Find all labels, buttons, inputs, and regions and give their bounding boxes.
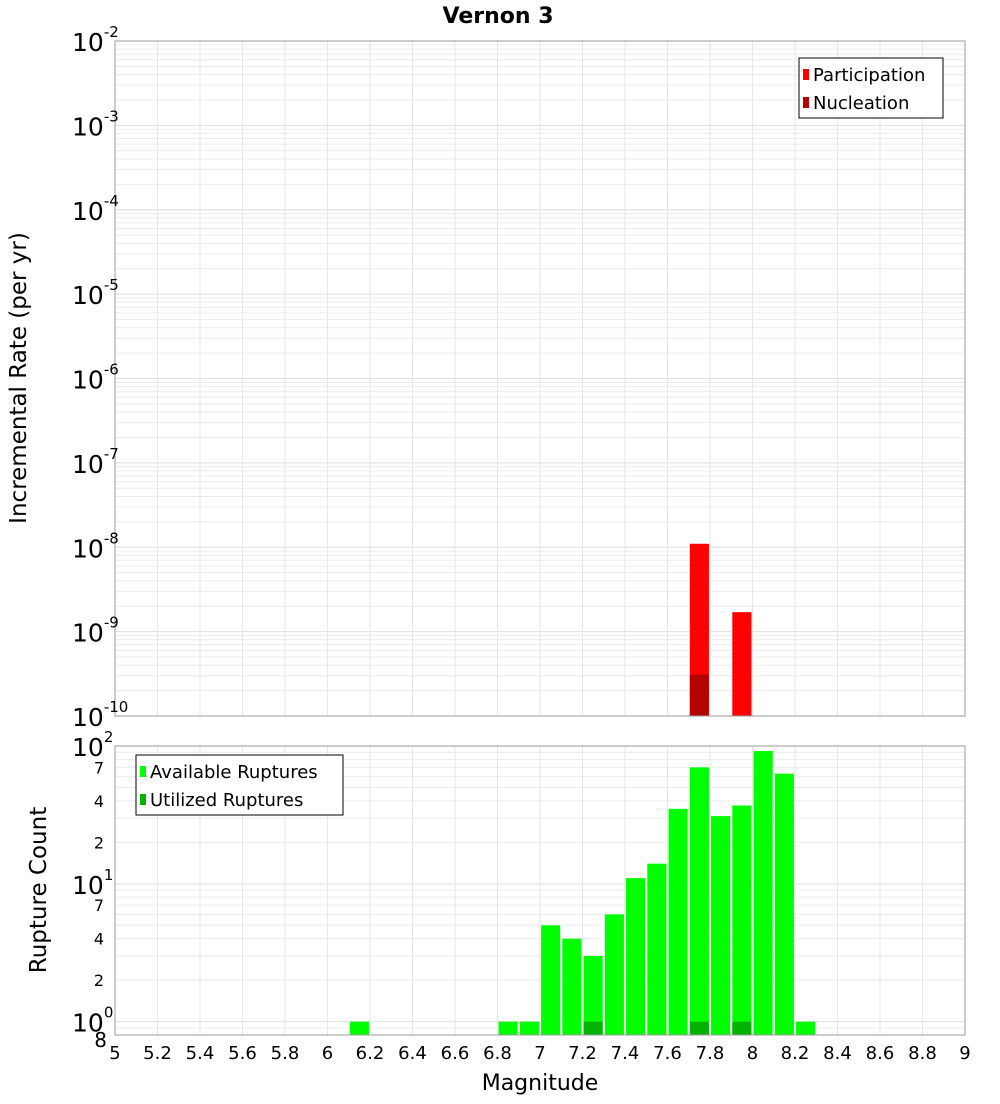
bottom-bar-utilized-ruptures [583, 1021, 603, 1035]
bottom-bar-utilized-ruptures [689, 1021, 709, 1035]
bottom-bar-available-ruptures [647, 863, 667, 1035]
x-tick-label: 5.4 [186, 1043, 215, 1064]
bottom-bar-available-ruptures [562, 938, 582, 1035]
x-tick-label: 7.6 [653, 1043, 682, 1064]
top-plot-area: Participation Nucleation [114, 40, 966, 717]
top-y-tick-label: 10-7 [72, 445, 119, 479]
x-tick-label: 8.8 [908, 1043, 937, 1064]
x-tick-label: 5.8 [271, 1043, 300, 1064]
x-tick-label: 7.4 [611, 1043, 640, 1064]
bottom-bar-available-ruptures [711, 816, 731, 1035]
bottom-bar-available-ruptures [349, 1021, 369, 1035]
bottom-bar-available-ruptures [732, 805, 752, 1035]
top-y-axis-label: Incremental Rate (per yr) [6, 232, 32, 524]
bottom-y-tick-label: 2 [94, 833, 104, 852]
x-tick-label: 6.6 [441, 1043, 470, 1064]
x-tick-label: 8.6 [866, 1043, 895, 1064]
bottom-plot-frame [114, 745, 966, 1036]
chart-title: Vernon 3 [443, 4, 554, 29]
top-y-tick-label: 10-8 [72, 529, 119, 563]
x-axis-label: Magnitude [482, 1071, 599, 1096]
top-y-tick-label: 10-5 [72, 276, 119, 310]
top-plot-frame [114, 40, 966, 717]
x-tick-label: 7.8 [696, 1043, 725, 1064]
bottom-legend-box [135, 754, 344, 816]
bottom-bar-available-ruptures [519, 1021, 539, 1035]
bottom-bar-available-ruptures [626, 878, 646, 1035]
bottom-y-tick-label: 101 [72, 866, 113, 900]
bottom-bar-utilized-ruptures [732, 1021, 752, 1035]
x-tick-label: 7 [534, 1043, 545, 1064]
bottom-legend-label: Utilized Ruptures [150, 790, 303, 811]
x-tick-label: 8.2 [781, 1043, 810, 1064]
bottom-y-tick-label: 7 [94, 758, 104, 777]
top-legend-swatch [803, 97, 809, 108]
bottom-y-tick-label: 4 [94, 792, 104, 811]
bottom-legend-swatch [140, 766, 146, 777]
bottom-bar-available-ruptures [604, 914, 624, 1035]
x-tick-label: 6.2 [356, 1043, 385, 1064]
x-tick-label: 5.2 [143, 1043, 172, 1064]
top-y-tick-label: 10-2 [72, 23, 119, 57]
bottom-bar-available-ruptures [498, 1021, 518, 1035]
bottom-bar-available-ruptures [583, 955, 603, 1035]
x-tick-label: 9 [959, 1043, 970, 1064]
top-legend-swatch [803, 69, 809, 80]
bottom-y-tick-label: 102 [72, 728, 113, 762]
bottom-legend-swatch [140, 794, 146, 805]
x-tick-label: 7.2 [568, 1043, 597, 1064]
x-tick-label: 5 [109, 1043, 120, 1064]
top-y-tick-label: 10-4 [72, 192, 119, 226]
bottom-y-axis-label: Rupture Count [26, 807, 52, 973]
bottom-y-tick-label: 7 [94, 896, 104, 915]
bottom-bar-available-ruptures [774, 773, 794, 1035]
bottom-bar-available-ruptures [796, 1021, 816, 1035]
top-y-tick-label: 10-6 [72, 361, 119, 395]
top-bar-participation [732, 612, 752, 716]
x-tick-label: 8.4 [823, 1043, 852, 1064]
bottom-bar-available-ruptures [541, 925, 561, 1035]
top-legend-box [798, 57, 944, 119]
bottom-y-tick-label: 8 [94, 1028, 107, 1052]
top-y-tick-label: 10-9 [72, 614, 119, 648]
bottom-bar-available-ruptures [668, 808, 688, 1035]
bottom-plot-area: Available Ruptures Utilized Ruptures [114, 745, 966, 1036]
x-tick-label: 6.4 [398, 1043, 427, 1064]
top-legend-label: Nucleation [813, 93, 909, 114]
x-tick-label: 6.8 [483, 1043, 512, 1064]
x-tick-label: 5.6 [228, 1043, 257, 1064]
top-y-tick-label: 10-3 [72, 107, 119, 141]
bottom-bar-available-ruptures [753, 750, 773, 1035]
top-y-tick-label: 10-10 [72, 698, 128, 732]
x-tick-label: 8 [747, 1043, 758, 1064]
top-bar-nucleation [689, 674, 709, 716]
x-tick-label: 6 [322, 1043, 333, 1064]
bottom-y-tick-label: 4 [94, 930, 104, 949]
bottom-y-tick-label: 2 [94, 971, 104, 990]
bottom-bar-available-ruptures [689, 767, 709, 1035]
bottom-y-tick-label: 100 [72, 1004, 113, 1038]
top-legend-label: Participation [813, 65, 925, 86]
bottom-legend-label: Available Ruptures [150, 762, 318, 783]
top-bar-participation [689, 543, 709, 716]
